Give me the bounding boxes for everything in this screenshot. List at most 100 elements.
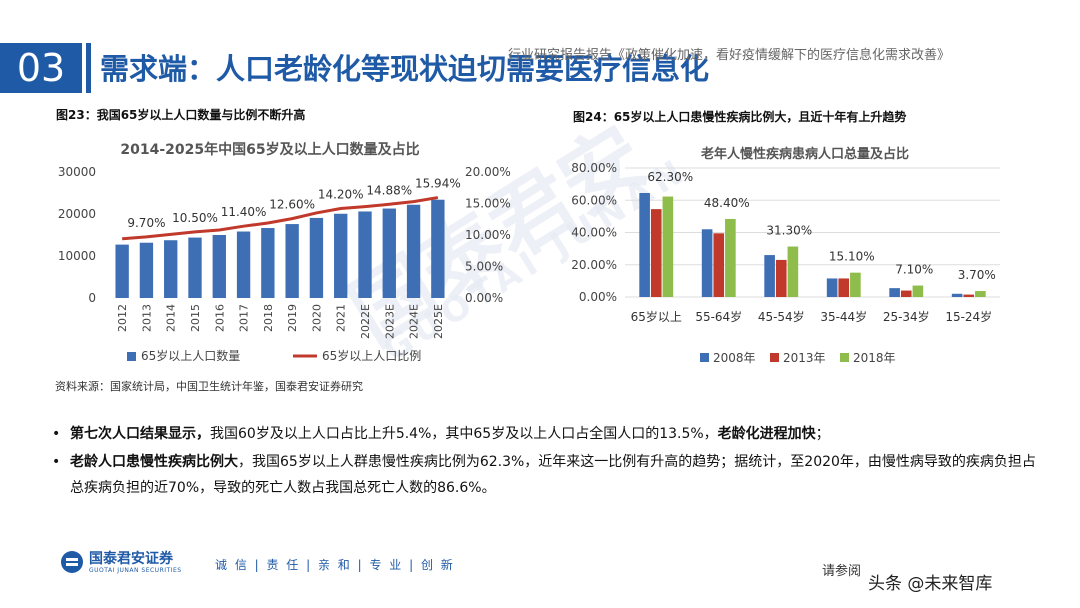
page-title: 需求端：人口老龄化等现状迫切需要医疗信息化	[100, 52, 710, 86]
x-tick-label: 2013	[140, 304, 153, 332]
disclaimer-text: 请参阅	[822, 564, 862, 579]
chart1-title: 2014-2025年中国65岁及以上人口数量及占比	[120, 141, 419, 158]
bullet-dot: •	[52, 454, 61, 470]
bar-2013年	[650, 209, 662, 297]
bar-population	[236, 231, 251, 298]
bullet-item-2: • 老龄人口患慢性疾病比例大，我国65岁以上人群患慢性疾病比例为62.3%，近年…	[52, 449, 1042, 501]
data-label: 11.40%	[221, 205, 267, 219]
report-title: 行业研究报告报告《政策催化加速，看好疫情缓解下的医疗信息化需求改善》	[508, 48, 951, 63]
bar-2008年	[951, 293, 963, 297]
bar-2008年	[701, 229, 713, 297]
data-label: 7.10%	[895, 263, 933, 277]
bar-2008年	[889, 288, 900, 297]
bar-2013年	[900, 290, 912, 297]
x-tick-label: 2022E	[359, 304, 372, 339]
y-right-tick-label: 5.00%	[465, 260, 503, 274]
bullet-item-1: • 第七次人口结果显示，我国60岁及以上人口占比上升5.4%，其中65岁及以上人…	[52, 421, 1042, 447]
bar-population	[406, 204, 421, 298]
x-tick-label: 2020	[310, 304, 323, 332]
company-name-en: GUOTAI JUNAN SECURITIES	[89, 566, 182, 574]
y-tick-label: 20.00%	[571, 258, 617, 272]
data-label: 3.70%	[958, 268, 996, 282]
bullet-bold: 老龄化进程加快	[717, 426, 816, 442]
x-tick-label: 55-64岁	[695, 309, 742, 324]
company-logo-icon	[61, 551, 83, 573]
bar-population	[309, 217, 324, 298]
y-right-tick-label: 20.00%	[465, 165, 511, 179]
bar-2013年	[838, 278, 850, 297]
bar-population	[334, 213, 348, 298]
bullet-bold: 第七次人口结果显示，	[70, 426, 210, 442]
legend-label: 65岁以上人口比例	[322, 348, 421, 363]
x-tick-label: 2025E	[432, 304, 445, 339]
x-tick-label: 25-34岁	[883, 309, 930, 324]
x-tick-label: 65岁以上	[631, 309, 682, 324]
section-number: 03	[0, 43, 82, 93]
bar-2008年	[764, 255, 775, 297]
data-label: 15.94%	[415, 177, 461, 191]
bar-2008年	[826, 278, 838, 297]
x-tick-label: 45-54岁	[758, 309, 805, 324]
bar-population	[115, 244, 129, 298]
y-left-tick-label: 20000	[58, 207, 96, 221]
x-tick-label: 2024E	[408, 304, 421, 339]
chart-population-65: 2014-2025年中国65岁及以上人口数量及占比 0 10000 20000 300…	[58, 141, 511, 363]
bar-2018年	[725, 218, 736, 297]
x-tick-label: 15-24岁	[945, 309, 992, 324]
x-tick-label: 2012	[116, 304, 129, 332]
x-tick-label: 2017	[238, 304, 251, 332]
figure1-caption: 图23：我国65岁以上人口数量与比例不断升高	[56, 108, 306, 122]
x-tick-label: 2023E	[383, 304, 396, 339]
data-label: 14.20%	[318, 188, 364, 202]
x-tick-label: 2014	[165, 304, 178, 332]
legend-swatch	[840, 353, 849, 362]
x-tick-label: 2016	[213, 304, 226, 332]
y-right-tick-label: 10.00%	[465, 228, 511, 242]
data-label: 31.30%	[766, 224, 812, 238]
source-note: 资料来源：国家统计局，中国卫生统计年鉴，国泰君安证券研究	[55, 380, 363, 393]
x-tick-label: 2018	[262, 304, 275, 332]
bar-population	[358, 211, 372, 298]
figure2-caption: 图24：65岁以上人口患慢性疾病比例大，且近十年有上升趋势	[573, 110, 907, 124]
bar-population	[285, 224, 299, 298]
bar-2018年	[850, 272, 861, 297]
company-name-cn: 国泰君安证券	[89, 550, 173, 567]
y-tick-label: 60.00%	[571, 193, 617, 207]
x-tick-label: 2021	[335, 304, 348, 332]
data-label: 48.40%	[704, 196, 750, 210]
bullet-text: ；	[815, 426, 830, 442]
bullet-text: ，我国65岁以上人群患慢性疾病比例为62.3%，近年来这一比例有升高的趋势；据统…	[70, 454, 1036, 496]
bar-population	[382, 208, 396, 298]
legend-swatch	[700, 353, 709, 362]
data-label: 9.70%	[127, 216, 165, 230]
y-left-tick-label: 10000	[58, 249, 96, 263]
bar-2013年	[713, 233, 725, 297]
bar-population	[212, 234, 226, 298]
bullet-text: 我国60岁及以上人口占比上升5.4%，其中65岁及以上人口占全国人口的13.5%…	[210, 426, 718, 442]
bar-2018年	[662, 196, 674, 297]
bar-2018年	[912, 285, 924, 297]
data-label: 15.10%	[829, 250, 875, 264]
data-label: 12.60%	[269, 198, 315, 212]
y-tick-label: 40.00%	[571, 226, 617, 240]
bar-2008年	[639, 192, 650, 297]
x-tick-label: 35-44岁	[820, 309, 867, 324]
legend-swatch	[770, 353, 779, 362]
bar-2018年	[975, 291, 986, 297]
toutiao-watermark: 头条 @未来智库	[868, 574, 993, 594]
bar-population	[188, 237, 202, 298]
y-tick-label: 0.00%	[579, 290, 617, 304]
bar-2013年	[963, 294, 975, 297]
legend-label: 2013年	[783, 351, 826, 365]
y-left-tick-label: 30000	[58, 165, 96, 179]
data-label: 14.88%	[366, 183, 412, 197]
chart-chronic-disease: 老年人慢性疾病患病人口总量及占比 0.00% 20.00% 40.00% 60.00%…	[571, 146, 1000, 365]
y-right-tick-label: 15.00%	[465, 197, 511, 211]
legend-label: 2008年	[713, 351, 756, 365]
bullet-bold: 老龄人口患慢性疾病比例大	[70, 454, 238, 470]
section-divider	[86, 43, 91, 93]
bar-2013年	[775, 259, 787, 297]
line-ratio	[122, 196, 439, 241]
y-left-tick-label: 0	[88, 291, 96, 305]
legend-label: 2018年	[853, 351, 896, 365]
